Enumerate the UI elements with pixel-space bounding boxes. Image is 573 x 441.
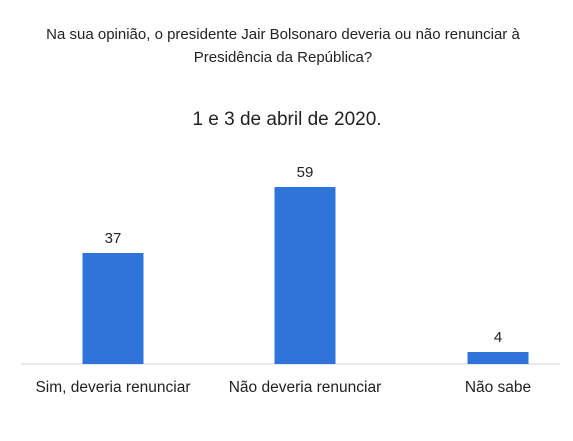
data-label-2: 4	[494, 329, 502, 346]
data-label-0: 37	[105, 230, 122, 247]
bars-group	[82, 187, 529, 364]
value-labels-group: 37 59 4	[105, 164, 503, 346]
bar-0	[82, 253, 144, 364]
chart-title-line-2: Presidência da República?	[194, 49, 372, 66]
category-label-1: Não deveria renunciar	[229, 379, 382, 396]
bar-1	[274, 187, 336, 364]
bar-2	[467, 352, 529, 364]
category-label-2: Não sabe	[465, 379, 531, 396]
data-label-1: 59	[297, 164, 314, 181]
chart-subtitle: 1 e 3 de abril de 2020.	[192, 109, 381, 130]
chart-title-line-1: Na sua opinião, o presidente Jair Bolson…	[46, 26, 520, 43]
category-labels-group: Sim, deveria renunciar Não deveria renunc…	[35, 379, 531, 396]
category-label-0: Sim, deveria renunciar	[35, 379, 190, 396]
